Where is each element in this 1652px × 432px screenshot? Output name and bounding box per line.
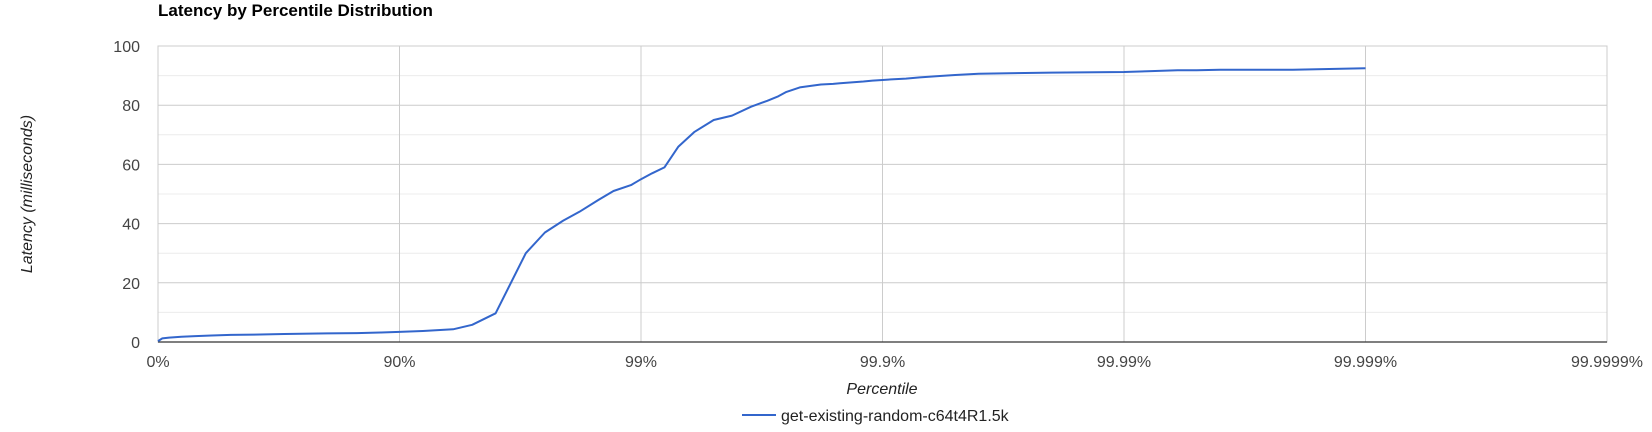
series-line [157, 67, 1366, 342]
y-tick-label: 100 [113, 39, 140, 56]
legend-label: get-existing-random-c64t4R1.5k [781, 408, 1010, 425]
y-tick-label: 20 [122, 276, 140, 293]
x-tick-label: 99.99% [1097, 354, 1151, 371]
x-tick-label: 99% [625, 354, 657, 371]
grid-lines [158, 45, 1607, 342]
x-tick-label: 99.9% [860, 354, 905, 371]
y-axis-title: Latency (milliseconds) [19, 115, 36, 273]
x-axis-ticks: 0% 90% 99% 99.9% 99.99% 99.999% 99.9999% [146, 354, 1643, 371]
y-tick-label: 0 [131, 335, 140, 352]
series-group [157, 67, 1366, 342]
x-tick-label: 0% [146, 354, 169, 371]
x-axis-title: Percentile [846, 381, 917, 398]
y-tick-label: 80 [122, 98, 140, 115]
x-tick-label: 99.999% [1334, 354, 1397, 371]
chart-title: Latency by Percentile Distribution [158, 1, 433, 20]
y-tick-label: 60 [122, 157, 140, 174]
x-tick-label: 99.9999% [1571, 354, 1643, 371]
legend: get-existing-random-c64t4R1.5k [742, 408, 1010, 425]
y-tick-label: 40 [122, 217, 140, 234]
y-axis-ticks: 0 20 40 60 80 100 [113, 39, 140, 352]
x-tick-label: 90% [383, 354, 415, 371]
